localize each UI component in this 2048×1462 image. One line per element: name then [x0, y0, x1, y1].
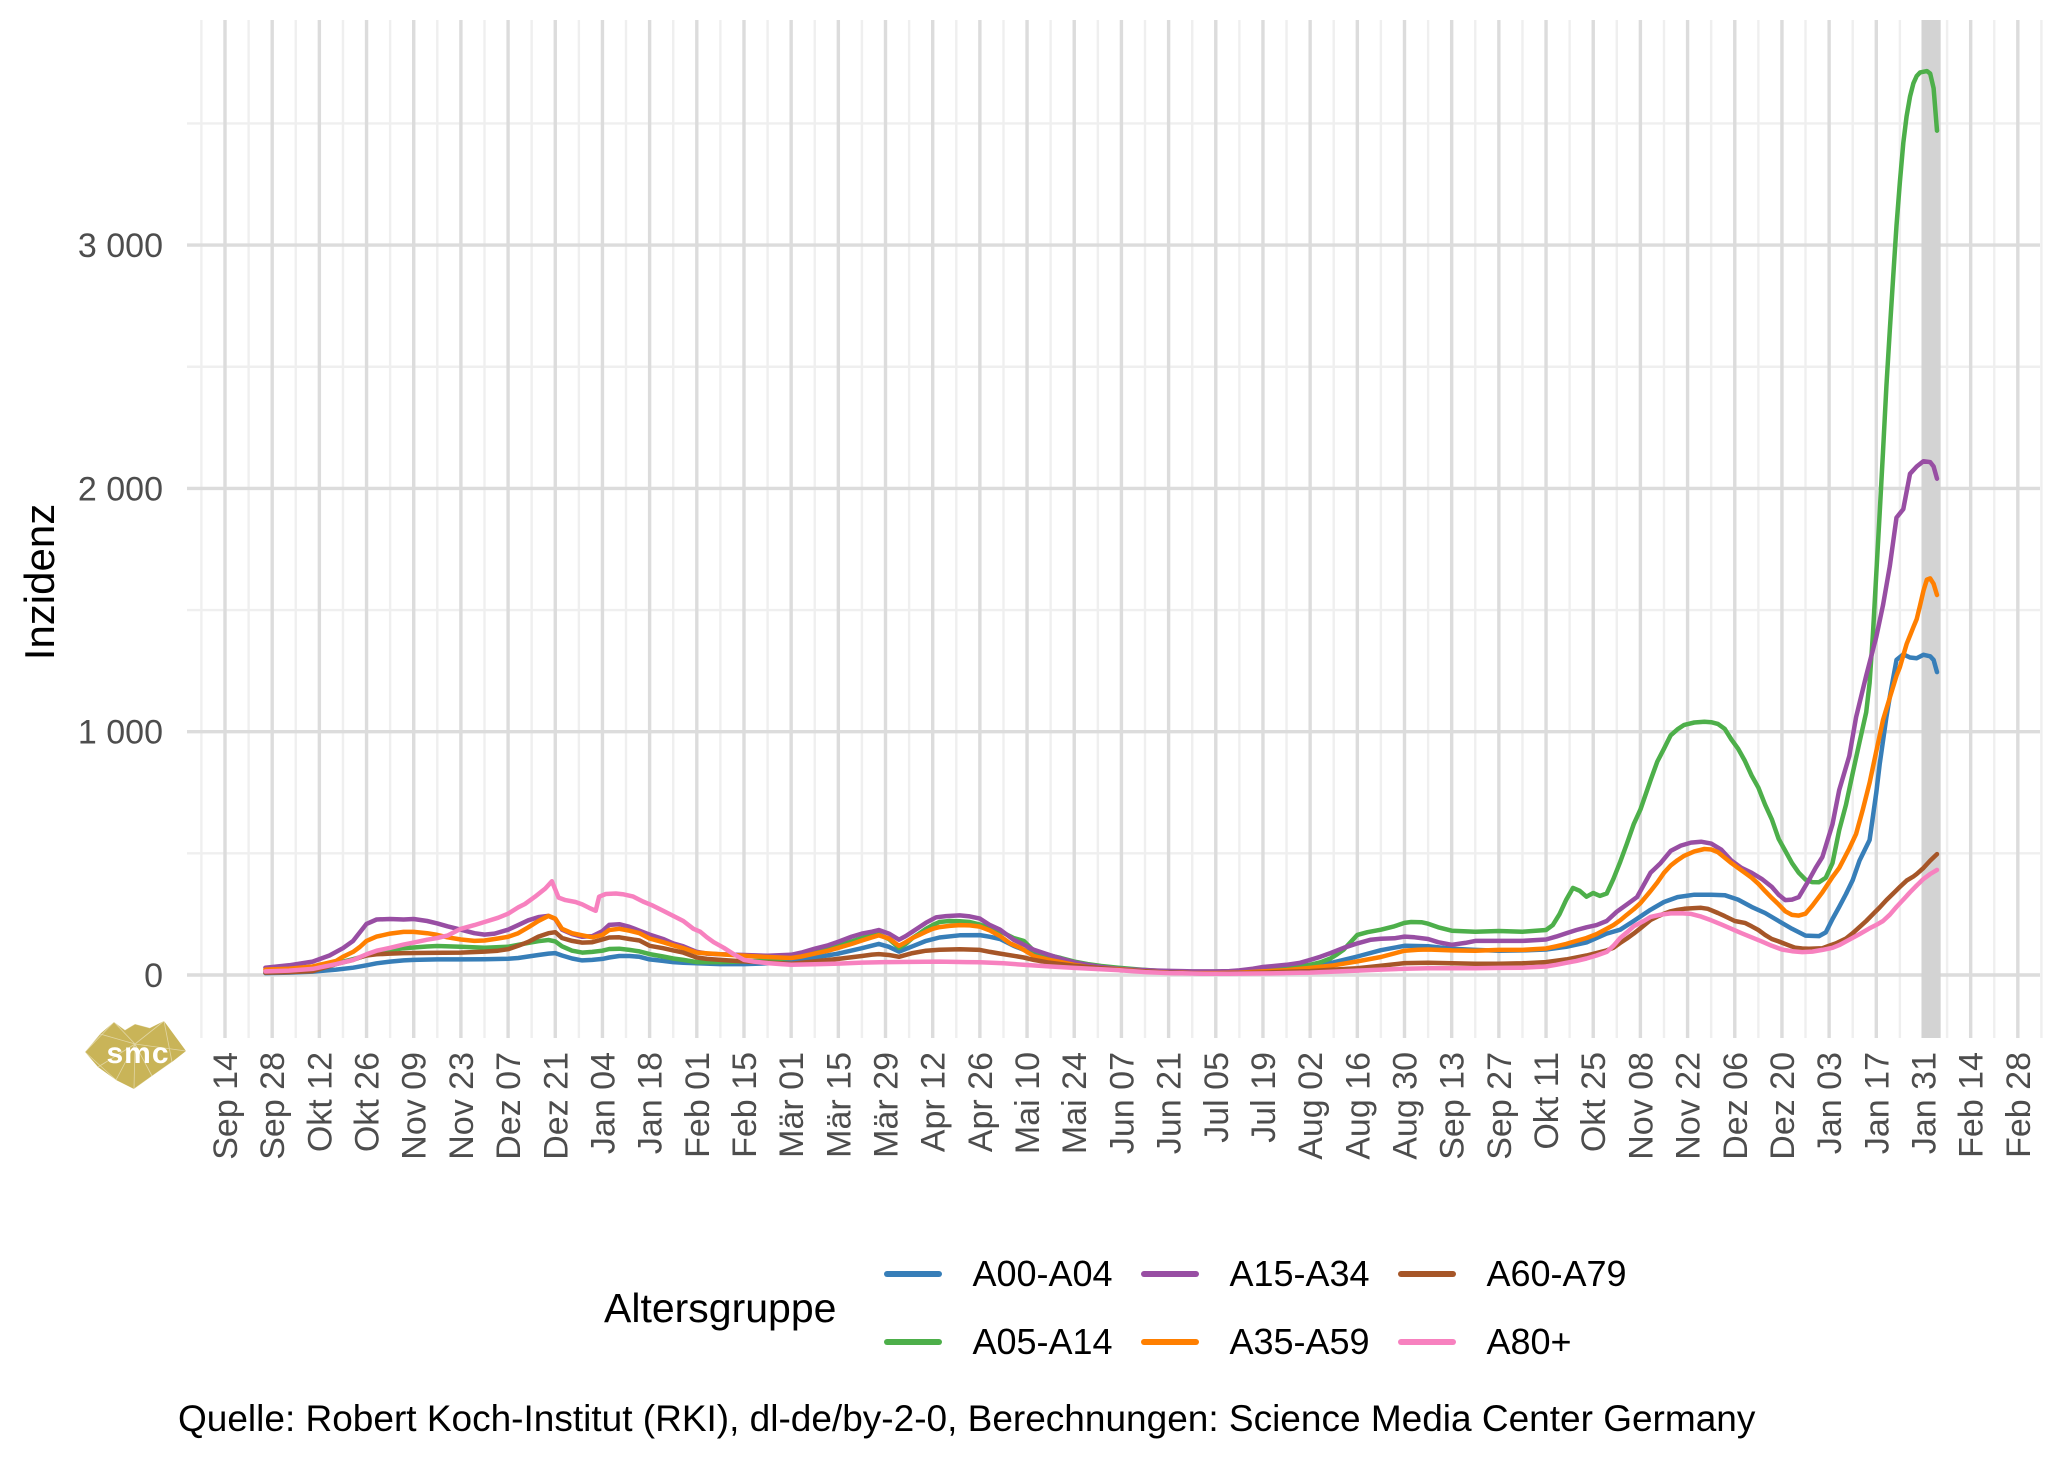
x-tick-label: Feb 28 — [2000, 1052, 2038, 1158]
x-tick-label: Sep 13 — [1434, 1052, 1472, 1160]
legend-item-label: A80+ — [1486, 1321, 1572, 1362]
x-tick-label: Nov 22 — [1670, 1052, 1708, 1160]
legend-item-a00a04: A00-A04 — [884, 1253, 1141, 1294]
x-tick-label: Mär 29 — [868, 1052, 906, 1158]
legend-item-label: A35-A59 — [1229, 1321, 1370, 1362]
x-tick-label: Okt 25 — [1575, 1052, 1613, 1152]
legend-item-a35a59: A35-A59 — [1141, 1321, 1398, 1362]
legend-key-line — [884, 1339, 943, 1345]
legend-key-line — [1141, 1271, 1200, 1277]
x-tick-label: Aug 02 — [1292, 1052, 1330, 1160]
legend-key-line — [1141, 1339, 1200, 1345]
y-tick-label: 1 000 — [78, 714, 163, 752]
x-tick-label: Okt 26 — [349, 1052, 387, 1152]
x-tick-label: Mai 10 — [1009, 1052, 1047, 1154]
x-tick-label: Feb 15 — [726, 1052, 764, 1158]
x-tick-label: Nov 23 — [443, 1052, 481, 1160]
x-tick-label: Mär 15 — [820, 1052, 858, 1158]
x-tick-label: Jan 03 — [1811, 1052, 1849, 1154]
x-axis-tick-labels: Sep 14 Sep 28 Okt 12 Okt 26 Nov 09 Nov 23 Dez … — [207, 1052, 2038, 1160]
legend: Altersgruppe A00-A04 A05-A14 A15-A34 A35-A5… — [604, 1240, 1655, 1376]
x-tick-label: Apr 26 — [962, 1052, 1000, 1152]
x-tick-label: Dez 20 — [1764, 1052, 1802, 1160]
x-tick-label: Aug 30 — [1387, 1052, 1425, 1160]
x-tick-label: Nov 08 — [1622, 1052, 1660, 1160]
x-tick-label: Sep 27 — [1481, 1052, 1519, 1160]
x-tick-label: Aug 16 — [1339, 1052, 1377, 1160]
x-tick-label: Jun 21 — [1151, 1052, 1189, 1154]
x-tick-label: Jan 04 — [584, 1052, 622, 1154]
source-caption: Quelle: Robert Koch-Institut (RKI), dl-d… — [178, 1398, 1756, 1439]
smc-logo-facets — [84, 1020, 187, 1090]
series-line-a05a14 — [263, 68, 1940, 975]
x-tick-label: Nov 09 — [396, 1052, 434, 1160]
x-tick-label: Apr 12 — [915, 1052, 953, 1152]
series-lines — [263, 68, 1940, 977]
y-tick-label: 3 000 — [78, 227, 163, 265]
x-tick-label: Jan 31 — [1905, 1052, 1943, 1154]
y-axis-tick-labels: 0 1 000 2 000 3 000 — [78, 227, 163, 995]
x-tick-label: Jan 18 — [632, 1052, 670, 1154]
x-tick-label: Dez 06 — [1717, 1052, 1755, 1160]
x-tick-label: Jul 19 — [1245, 1052, 1283, 1143]
recent-data-band — [1921, 20, 1941, 1038]
x-tick-label: Dez 07 — [490, 1052, 528, 1160]
x-tick-label: Dez 21 — [537, 1052, 575, 1160]
x-tick-label: Jun 07 — [1103, 1052, 1141, 1154]
y-tick-label: 0 — [144, 957, 163, 995]
legend-key-line — [1398, 1339, 1457, 1345]
legend-title: Altersgruppe — [604, 1284, 837, 1331]
legend-item-label: A05-A14 — [972, 1321, 1113, 1362]
legend-item-label: A00-A04 — [972, 1253, 1113, 1294]
x-tick-label: Mai 24 — [1056, 1052, 1094, 1154]
x-tick-label: Feb 01 — [679, 1052, 717, 1158]
smc-logo: smc — [84, 1020, 187, 1090]
legend-key-line — [1398, 1271, 1457, 1277]
x-tick-label: Okt 12 — [301, 1052, 339, 1152]
x-tick-label: Sep 28 — [254, 1052, 292, 1160]
x-tick-label: Jan 17 — [1858, 1052, 1896, 1154]
x-tick-label: Okt 11 — [1528, 1052, 1566, 1150]
series-line-a80 — [263, 867, 1940, 977]
legend-item-a05a14: A05-A14 — [884, 1321, 1141, 1362]
legend-item-a60a79: A60-A79 — [1398, 1253, 1655, 1294]
grid-major — [187, 20, 2040, 1038]
legend-item-a80: A80+ — [1398, 1321, 1655, 1362]
legend-item-a15a34: A15-A34 — [1141, 1253, 1398, 1294]
legend-items: A00-A04 A05-A14 A15-A34 A35-A59 A60-A79 A80+ — [884, 1240, 1655, 1376]
x-tick-label: Sep 14 — [207, 1052, 245, 1160]
x-tick-label: Feb 14 — [1953, 1052, 1991, 1158]
smc-logo-text: smc — [106, 1037, 169, 1070]
grid-minor — [187, 20, 2043, 1038]
smc-logo-shape — [85, 1021, 186, 1089]
legend-item-label: A15-A34 — [1229, 1253, 1370, 1294]
x-tick-label: Jul 05 — [1198, 1052, 1236, 1143]
x-tick-label: Mär 01 — [773, 1052, 811, 1158]
legend-item-label: A60-A79 — [1486, 1253, 1627, 1294]
legend-key-line — [884, 1271, 943, 1277]
y-tick-label: 2 000 — [78, 470, 163, 508]
y-axis-title: Inzidenz — [16, 503, 63, 661]
